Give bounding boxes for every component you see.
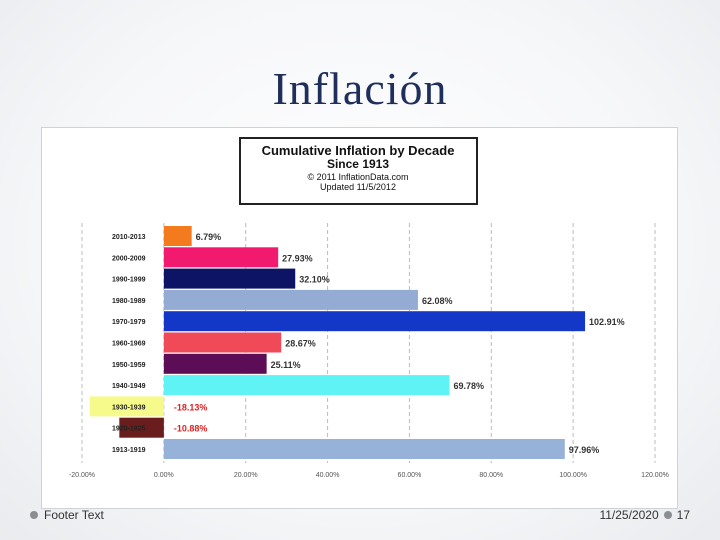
value-label: 102.91% <box>589 317 625 327</box>
x-tick-label: 60.00% <box>398 472 422 479</box>
bar <box>89 396 164 417</box>
category-label: 1930-1939 <box>112 404 146 411</box>
footer-left: Footer Text <box>30 508 104 522</box>
chart-title-line: © 2011 InflationData.com <box>307 172 408 182</box>
category-label: 2010-2013 <box>112 234 146 241</box>
bar <box>163 247 279 268</box>
x-tick-label: 0.00% <box>154 472 174 479</box>
x-tick-label: 120.00% <box>641 472 669 479</box>
category-label: 1920-1925 <box>112 426 146 433</box>
footer-right: 11/25/2020 17 <box>599 508 690 522</box>
bar <box>163 439 565 459</box>
chart-title-line: Updated 11/5/2012 <box>320 182 396 192</box>
value-label: 32.10% <box>299 275 330 285</box>
category-label: 1960-1969 <box>112 341 146 348</box>
bar <box>163 226 192 246</box>
chart-title-box <box>239 137 478 205</box>
page-number: 17 <box>676 508 690 522</box>
x-tick-label: 80.00% <box>479 472 503 479</box>
value-label: 28.67% <box>285 339 316 349</box>
slide-title: Inflación <box>272 63 448 114</box>
chart-title-line: Since 1913 <box>327 157 389 171</box>
category-label: 1950-1959 <box>112 362 146 369</box>
footer-date: 11/25/2020 <box>599 508 659 522</box>
value-label: 62.08% <box>422 296 453 306</box>
x-tick-label: -20.00% <box>69 472 95 479</box>
x-tick-label: 20.00% <box>234 472 258 479</box>
bar <box>119 417 164 438</box>
value-label: 25.11% <box>271 360 301 370</box>
value-label: 97.96% <box>569 445 600 455</box>
x-tick-label: 40.00% <box>316 472 340 479</box>
x-tick-label: 100.00% <box>559 472 587 479</box>
bar <box>163 289 418 310</box>
value-label: -18.13% <box>174 402 208 412</box>
bar <box>163 268 296 289</box>
bar <box>163 353 267 374</box>
bar <box>163 332 282 353</box>
category-label: 1990-1999 <box>112 277 146 284</box>
category-label: 1970-1979 <box>112 319 146 326</box>
category-label: 1913-1919 <box>112 447 146 454</box>
category-label: 2000-2009 <box>112 255 146 262</box>
bar <box>163 311 586 332</box>
chart-title-line: Cumulative Inflation by Decade <box>262 143 455 158</box>
footer-text: Footer Text <box>44 508 104 522</box>
bullet-dot-icon <box>30 511 38 519</box>
value-label: 6.79% <box>196 232 222 242</box>
value-label: 27.93% <box>282 253 313 263</box>
value-label: 69.78% <box>453 381 484 391</box>
category-label: 1940-1949 <box>112 383 146 390</box>
bar <box>163 375 450 396</box>
category-label: 1980-1989 <box>112 298 146 305</box>
value-label: -10.88% <box>174 424 208 434</box>
chart-frame: Cumulative Inflation by Decade Since 1913… <box>41 127 678 509</box>
bullet-dot-icon <box>663 511 672 519</box>
